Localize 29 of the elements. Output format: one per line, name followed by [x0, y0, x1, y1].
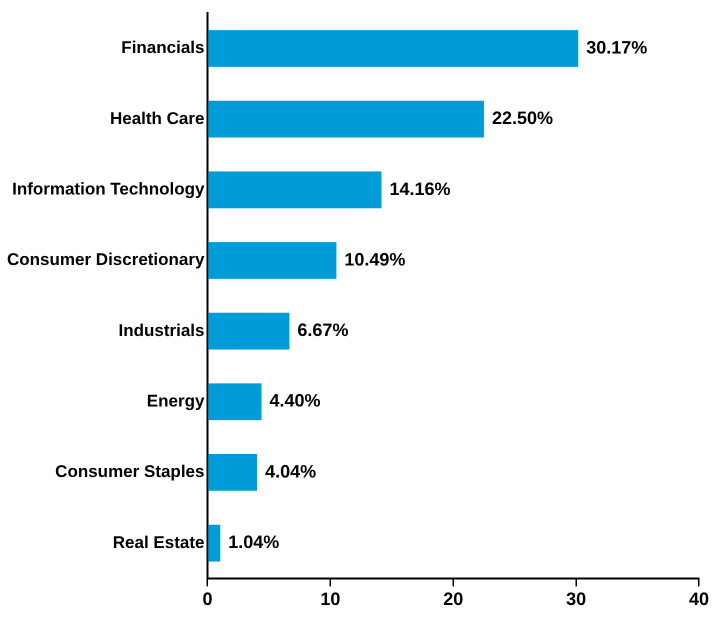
y-tick-label: Financials: [121, 38, 204, 58]
bar: [208, 30, 578, 67]
x-tick-label: 40: [688, 589, 710, 610]
bar: [208, 383, 262, 420]
data-label: 4.40%: [270, 390, 321, 411]
bar: [208, 171, 382, 208]
bar: [208, 524, 220, 562]
bar: [208, 100, 484, 138]
data-label: 10.49%: [344, 249, 406, 270]
x-tick-label: 10: [320, 589, 340, 610]
y-tick-label: Real Estate: [112, 532, 204, 552]
y-tick-label: Information Technology: [12, 180, 205, 199]
y-tick-label: Consumer Discretionary: [7, 250, 205, 270]
y-tick-label: Consumer Staples: [55, 462, 204, 482]
data-label: 4.04%: [265, 461, 316, 482]
y-tick-label: Energy: [146, 391, 205, 410]
bar: [208, 312, 290, 350]
x-tick-label: 30: [566, 589, 586, 610]
x-tick-label: 20: [443, 589, 464, 610]
data-label: 30.17%: [586, 37, 648, 58]
y-tick-label: Health Care: [110, 108, 204, 128]
data-label: 22.50%: [492, 108, 554, 128]
bar: [208, 454, 258, 491]
data-label: 1.04%: [228, 532, 280, 552]
bar: [208, 242, 336, 279]
x-tick-label: 0: [202, 589, 212, 610]
y-tick-label: Industrials: [118, 320, 204, 340]
data-label: 14.16%: [389, 178, 451, 199]
data-label: 6.67%: [297, 320, 348, 340]
